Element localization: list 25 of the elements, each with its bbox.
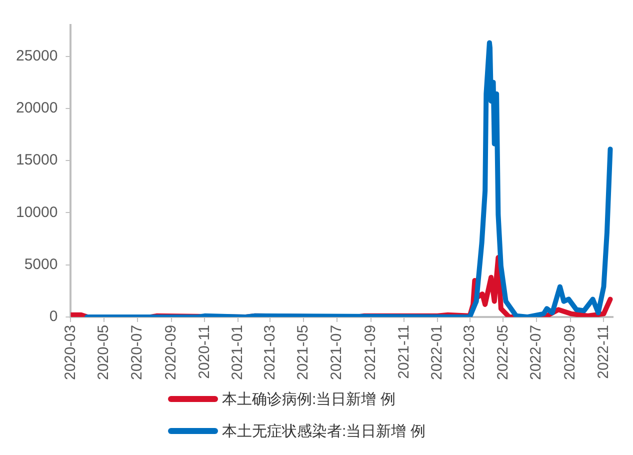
x-tick-label: 2020-07 xyxy=(128,324,146,380)
x-tick-label: 2022-05 xyxy=(494,324,512,380)
x-tick-label: 2022-09 xyxy=(562,324,578,380)
x-tick-label: 2021-11 xyxy=(395,324,412,379)
x-tick-label: 2021-09 xyxy=(362,324,379,380)
y-tick-label: 0 xyxy=(49,308,58,326)
y-tick-label: 25000 xyxy=(16,47,58,64)
x-tick-label: 2021-03 xyxy=(261,324,278,380)
legend-label: 本土确诊病例:当日新增 例 xyxy=(222,390,396,408)
y-tick-label: 5000 xyxy=(24,256,58,273)
x-tick-label: 2021-07 xyxy=(328,324,346,380)
y-tick-label: 10000 xyxy=(16,204,58,221)
y-tick-label: 15000 xyxy=(16,152,58,169)
x-tick-label: 2020-05 xyxy=(95,324,112,380)
y-tick-label: 20000 xyxy=(16,100,58,117)
x-tick-label: 2020-09 xyxy=(162,324,180,380)
legend-label: 本土无症状感染者:当日新增 例 xyxy=(222,422,426,440)
x-tick-label: 2020-03 xyxy=(62,324,79,380)
x-tick-label: 2022-03 xyxy=(460,324,478,380)
x-tick-label: 2020-11 xyxy=(196,324,213,379)
x-tick-label: 2021-01 xyxy=(229,324,246,380)
x-tick-label: 2021-05 xyxy=(294,324,312,380)
x-tick-label: 2022-07 xyxy=(528,324,545,380)
x-tick-label: 2022-11 xyxy=(594,324,612,379)
x-tick-label: 2022-01 xyxy=(428,324,446,380)
